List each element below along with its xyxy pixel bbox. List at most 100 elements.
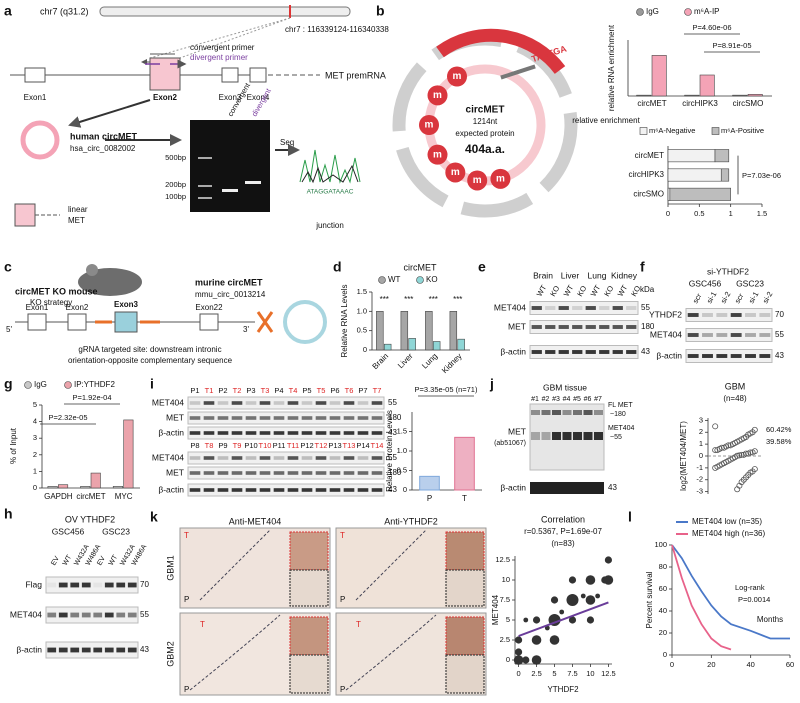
blot-band [545,325,556,329]
blot-band [329,471,341,475]
label: P11 [273,441,286,450]
blot-band [329,431,341,435]
blot-band [371,401,383,405]
label: 55 [388,398,397,407]
bar [383,343,392,351]
panel-label: e [478,259,486,275]
legend-swatch [24,381,32,389]
blot [187,411,385,425]
label: 5' [6,325,12,334]
blot-band [531,306,542,310]
label: Anti-MET404 [229,516,282,526]
blot-band [47,612,57,618]
blot-band [259,401,271,405]
bar [454,436,475,491]
y-tick-label: 2 [699,427,703,436]
label: 43 [140,645,149,654]
label: mmu_circ_0013214 [195,290,266,299]
y-tick-label: 0 [699,451,703,460]
blot-band [273,416,285,420]
blot-band [231,456,243,460]
label: scr [733,291,746,305]
blot-band [217,488,229,492]
blot-band [301,401,313,405]
label: Exon1 [26,303,49,312]
label: P [184,685,189,694]
legend-swatch [684,8,692,16]
panel-label: l [628,509,632,525]
data-point [559,609,565,615]
blot-band [558,306,569,310]
exon [114,311,138,333]
bar [432,341,441,351]
data-point [566,594,579,606]
blot-band [245,471,257,475]
blot [187,466,385,480]
blot-band [329,416,341,420]
label: P [184,595,189,604]
label: #7 [594,396,602,403]
panel-label: j [489,376,494,392]
blot-band [357,456,369,460]
y-tick-label: 12.5 [495,555,510,564]
blot-band [287,401,299,405]
blot-band [531,410,540,415]
blot-band [612,325,623,329]
label: WT [108,553,120,567]
label: si-2 [719,290,733,305]
legend-label: IgG [34,380,47,389]
label: Flag [25,579,42,589]
label: si-1 [705,290,719,305]
bar [123,419,134,489]
x-axis-label: YTHDF2 [547,685,579,694]
gel-band [222,189,238,192]
data-point [714,447,721,454]
label: #5 [573,396,581,403]
label: gRNA targeted site: downstream intronic [78,345,221,354]
blot-band [357,401,369,405]
y-tick-label: 80 [659,562,667,571]
label: T13 [343,441,356,450]
label: P8 [190,441,199,450]
blot-band [552,410,561,415]
legend-swatch [416,276,424,284]
exon [27,313,47,331]
blot-band [189,416,201,420]
label: OV YTHDF2 [65,514,115,524]
x-tick-label: 0.5 [694,209,704,218]
label: MET premRNA [325,70,386,80]
label: Liver [561,270,580,280]
blot-band [259,456,271,460]
blot-band [329,456,341,460]
blot-band [716,333,728,337]
data-point [522,656,530,664]
blot-band [203,431,215,435]
y-tick-label: 5 [33,400,37,409]
blot-band [545,306,556,310]
label: scr [691,291,704,305]
bar [47,486,58,489]
blot-band [273,431,285,435]
label: MET [166,412,184,422]
bar [376,311,384,351]
label: T8 [205,441,214,450]
data-point [734,486,741,493]
blot-band [245,488,257,492]
blot-band [541,410,551,415]
blot-band [594,432,603,440]
zoom-line [149,17,291,59]
chart-subtitle: (n=48) [723,394,747,403]
blot-band [558,350,569,354]
label: MET [68,216,85,225]
blot-band [301,471,313,475]
blot [187,396,385,410]
label: P12 [300,441,313,450]
blot [530,482,604,494]
x-tick-label: 12.5 [601,669,616,678]
bar [400,311,409,351]
mouse [86,264,98,276]
chromatogram [301,164,359,184]
x-tick-label: Kidney [440,352,464,376]
x-tick-label: Lung [420,352,439,371]
bar [699,74,715,97]
